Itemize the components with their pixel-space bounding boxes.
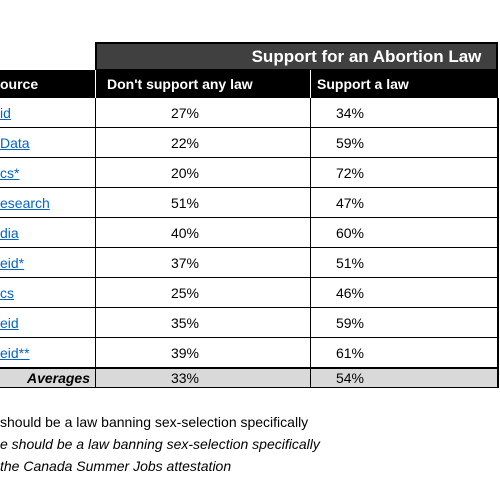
column-divider xyxy=(95,308,96,338)
column-divider xyxy=(95,158,96,188)
row xyxy=(0,248,499,278)
source-link[interactable]: esearch xyxy=(0,195,50,211)
column-header: ource xyxy=(0,76,39,92)
value-cell: 34% xyxy=(335,105,365,121)
footnote: should be a law banning sex-selection sp… xyxy=(0,414,309,430)
value-cell: 51% xyxy=(170,195,200,211)
value-cell: 46% xyxy=(335,285,365,301)
footnote: e should be a law banning sex-selection … xyxy=(0,436,320,452)
column-divider xyxy=(95,98,96,128)
column-header: Don't support any law xyxy=(107,76,253,92)
column-divider xyxy=(310,278,311,308)
column-divider xyxy=(95,278,96,308)
row xyxy=(0,128,499,158)
value-cell: 35% xyxy=(170,315,200,331)
value-cell: 37% xyxy=(170,255,200,271)
averages-label: Averages xyxy=(26,370,90,386)
column-divider xyxy=(310,70,311,98)
column-header: Support a law xyxy=(317,76,409,92)
row xyxy=(0,158,499,188)
group-header: Support for an Abortion Law xyxy=(95,42,498,71)
column-divider xyxy=(95,338,96,368)
average-value: 33% xyxy=(170,370,200,386)
value-cell: 27% xyxy=(170,105,200,121)
row xyxy=(0,278,499,308)
footnote: the Canada Summer Jobs attestation xyxy=(0,458,232,474)
value-cell: 59% xyxy=(335,135,365,151)
column-divider xyxy=(310,98,311,128)
value-cell: 40% xyxy=(170,225,200,241)
value-cell: 47% xyxy=(335,195,365,211)
source-link[interactable]: eid** xyxy=(0,345,30,361)
row xyxy=(0,308,499,338)
row xyxy=(0,338,499,368)
value-cell: 25% xyxy=(170,285,200,301)
column-divider xyxy=(95,248,96,278)
column-divider xyxy=(95,128,96,158)
value-cell: 20% xyxy=(170,165,200,181)
column-divider xyxy=(95,218,96,248)
row xyxy=(0,188,499,218)
averages-row xyxy=(0,368,499,388)
average-value: 54% xyxy=(335,370,365,386)
source-link[interactable]: dia xyxy=(0,225,19,241)
column-divider xyxy=(310,188,311,218)
source-link[interactable]: eid xyxy=(0,315,19,331)
value-cell: 22% xyxy=(170,135,200,151)
value-cell: 60% xyxy=(335,225,365,241)
source-link[interactable]: cs* xyxy=(0,165,20,181)
value-cell: 72% xyxy=(335,165,365,181)
value-cell: 61% xyxy=(335,345,365,361)
source-link[interactable]: eid* xyxy=(0,255,25,271)
value-cell: 59% xyxy=(335,315,365,331)
column-divider xyxy=(310,338,311,368)
column-divider xyxy=(310,218,311,248)
row xyxy=(0,98,499,128)
column-divider xyxy=(95,368,96,388)
column-divider xyxy=(95,70,96,98)
source-link[interactable]: id xyxy=(0,105,11,121)
column-divider xyxy=(310,158,311,188)
column-divider xyxy=(310,368,311,388)
value-cell: 39% xyxy=(170,345,200,361)
source-link[interactable]: cs xyxy=(0,285,14,301)
column-divider xyxy=(310,128,311,158)
value-cell: 51% xyxy=(335,255,365,271)
source-link[interactable]: Data xyxy=(0,135,30,151)
column-divider xyxy=(95,188,96,218)
column-divider xyxy=(310,308,311,338)
row xyxy=(0,218,499,248)
column-divider xyxy=(310,248,311,278)
header-row xyxy=(0,70,498,98)
